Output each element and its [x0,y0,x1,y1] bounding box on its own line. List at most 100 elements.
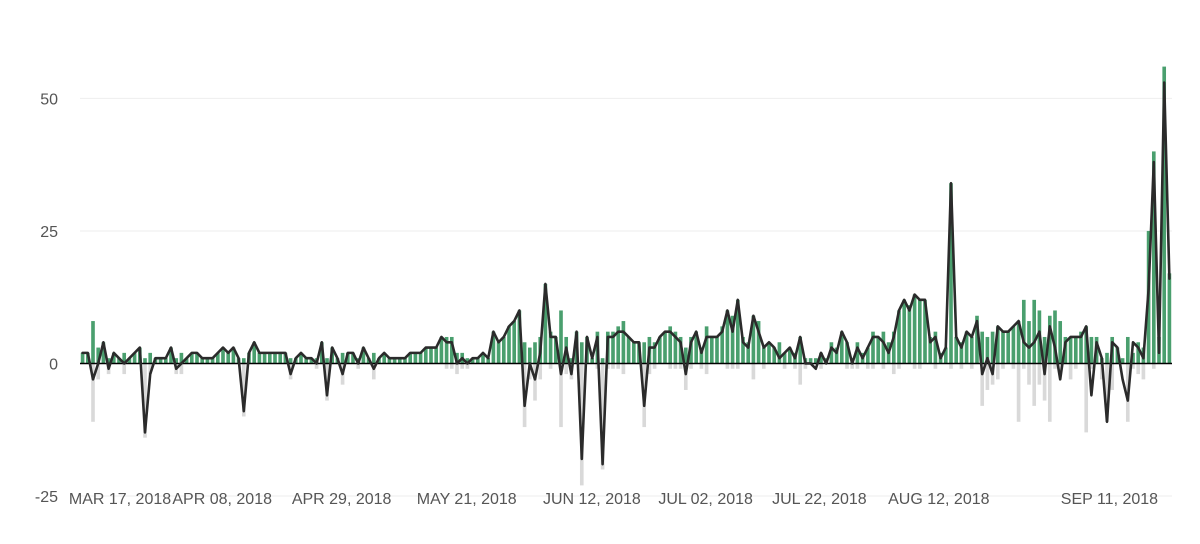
positive-bar [241,358,246,364]
positive-bar [746,342,751,364]
negative-bar [995,363,1000,380]
positive-bar [1073,336,1078,364]
negative-bar [850,363,855,369]
positive-bar [767,342,771,364]
x-tick-label: JUL 22, 2018 [772,491,867,508]
y-axis-tick-labels: -25 0 25 50 [35,91,58,506]
negative-bar [735,363,740,369]
negative-bar [668,363,673,369]
positive-bar [195,352,199,364]
positive-bar [257,352,262,364]
positive-bar [91,321,95,364]
positive-bar [590,358,595,364]
positive-bar [96,347,101,364]
y-tick-label: 50 [40,91,58,108]
positive-bar [226,352,231,364]
positive-bar [1016,321,1021,364]
positive-bar [787,347,792,364]
negative-bar [1058,363,1063,375]
positive-bar [933,331,938,364]
positive-bar [1151,151,1156,364]
positive-bar [959,342,964,364]
x-tick-label: AUG 12, 2018 [888,491,990,508]
positive-bar [990,331,995,364]
positive-bar [205,358,210,364]
positive-bar [392,358,397,364]
negative-bar [689,363,693,369]
positive-bar [262,352,267,364]
positive-bar [423,347,428,364]
positive-bar [1053,310,1057,364]
negative-bar [1053,363,1057,369]
positive-bars [80,66,1172,364]
negative-bar [678,363,683,369]
negative-bar [704,363,709,375]
negative-bar [241,363,246,417]
negative-bar [1037,363,1042,385]
positive-bar [845,342,849,364]
positive-bar [486,358,491,364]
positive-bar [475,358,480,364]
positive-bar [163,358,168,364]
positive-bar [470,358,475,364]
negative-bar [1105,363,1109,422]
negative-bar [179,363,184,375]
negative-bar [465,363,470,369]
negative-bar [314,363,319,369]
net-line-layer [81,81,1171,466]
positive-bar [694,331,699,364]
negative-bar [611,363,615,369]
positive-bar [741,336,745,364]
positive-bar [631,342,636,364]
positive-bar [600,358,605,364]
negative-bar [122,363,127,375]
positive-bar [819,352,823,364]
positive-bar [507,326,511,364]
negative-bar [579,363,584,486]
x-tick-label: SEP 11, 2018 [1061,491,1158,508]
positive-bar [949,183,953,364]
negative-bar [548,363,553,369]
positive-bar [148,352,153,364]
positive-bar [496,342,501,364]
positive-bar [273,352,277,364]
positive-bar [1120,358,1125,364]
positive-bar [517,310,522,364]
positive-bar [891,331,896,364]
positive-bar [642,342,647,364]
positive-bar [548,331,553,364]
negative-bar [1073,363,1078,369]
positive-bar [231,347,236,364]
positive-bar [813,358,818,364]
positive-bar [975,315,979,364]
positive-bar [980,331,985,364]
positive-bar [491,331,496,364]
positive-bar [117,358,121,364]
positive-bar [834,347,839,364]
positive-bar [189,352,194,364]
positive-bar [1167,273,1172,364]
positive-bar [720,326,725,364]
negative-bar [891,363,896,375]
positive-bar [699,347,704,364]
positive-bar [434,347,439,364]
positive-bar [621,321,626,364]
negative-bar [1016,363,1021,422]
negative-bar [1084,363,1089,433]
negative-bar [917,363,922,369]
x-tick-label: MAY 21, 2018 [417,491,517,508]
positive-bar [917,299,922,364]
positive-bar [652,342,657,364]
negative-bar [564,363,569,375]
positive-bar [1047,315,1052,364]
positive-bar [912,294,917,364]
positive-bar [1084,326,1089,364]
positive-bar [1032,299,1037,364]
positive-bar [429,347,433,364]
negative-bar [652,363,657,369]
negative-bar [559,363,563,428]
positive-bar [668,326,673,364]
positive-bar [673,331,678,364]
positive-bar [663,331,667,364]
positive-bar [1105,352,1109,364]
